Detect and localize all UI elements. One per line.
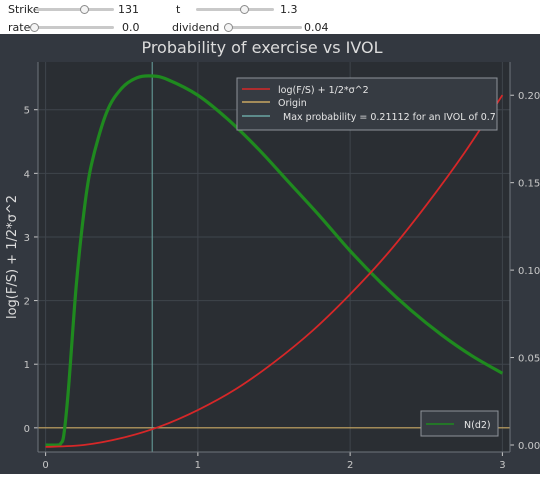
legend-bottom: N(d2) [420,410,499,437]
strike-label: Strike [8,3,40,16]
series-log-fs-line [45,94,504,448]
dividend-slider-thumb[interactable] [223,23,233,32]
chart-svg: Probability of exercise vs IVOL 0 1 2 3 0 1 2 3… [5,38,540,471]
y2-tick-label: 0.05 [518,354,540,365]
legend-vline-label: Max probability = 0.21112 for an IVOL of… [283,112,496,123]
legend-top: log(F/S) + 1/2*σ^2 Origin Max probabilit… [236,77,498,131]
y2-tick-label: 0.00 [518,441,540,452]
t-label: t [176,3,181,16]
chart-figure: Probability of exercise vs IVOL 0 1 2 3 0 1 2 3… [0,34,540,474]
t-slider-thumb[interactable] [240,5,250,14]
y2-tick-label: 0.10 [518,266,540,277]
rate-label: rate [8,21,31,34]
legend-red-label: log(F/S) + 1/2*σ^2 [278,85,369,96]
axes: 0 1 2 3 0 1 2 3 4 5 0.00 0.05 0.10 0.15 0.20 [24,62,540,471]
x-tick-label: 3 [499,460,505,471]
x-tick-label: 2 [347,460,353,471]
dividend-value: 0.04 [304,21,329,34]
legend-green-label: N(d2) [464,420,491,431]
y-tick-label: 1 [24,360,30,371]
dividend-label: dividend [172,21,220,34]
t-value: 1.3 [280,3,298,16]
series-nd2-line [45,74,504,447]
y-tick-label: 2 [24,297,30,308]
y-tick-label: 0 [24,424,30,435]
strike-slider-track[interactable] [36,8,114,11]
legend-top-box [236,77,498,131]
strike-slider-thumb[interactable] [80,5,90,14]
series-lines [45,74,504,448]
y-tick-label: 4 [24,169,30,180]
rate-slider-track[interactable] [34,26,114,29]
t-slider-track[interactable] [196,8,274,11]
strike-value: 131 [118,3,139,16]
y-axis-label: log(F/S) + 1/2*σ^2 [5,195,20,319]
rate-value: 0.0 [122,21,140,34]
y2-tick-label: 0.20 [518,91,540,102]
dividend-slider-track[interactable] [224,26,302,29]
x-tick-label: 1 [195,460,201,471]
legend-origin-label: Origin [278,98,307,109]
y-tick-label: 3 [24,233,30,244]
y-tick-label: 5 [24,106,30,117]
rate-slider-thumb[interactable] [30,23,39,32]
y2-tick-label: 0.15 [518,179,540,190]
chart-title: Probability of exercise vs IVOL [141,38,382,57]
x-tick-label: 0 [42,460,48,471]
